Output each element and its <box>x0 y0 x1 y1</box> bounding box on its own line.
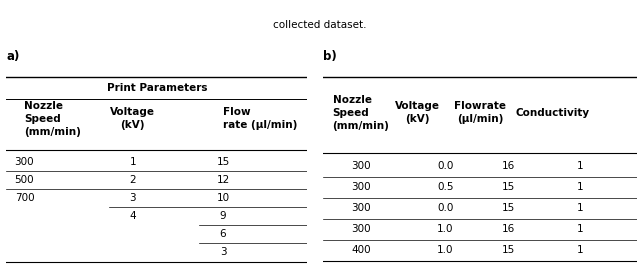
Text: 15: 15 <box>216 157 230 167</box>
Text: 16: 16 <box>502 224 515 234</box>
Text: 400: 400 <box>351 245 371 255</box>
Text: 16: 16 <box>502 161 515 171</box>
Text: Voltage
(kV): Voltage (kV) <box>110 107 156 130</box>
Text: 1: 1 <box>577 245 584 255</box>
Text: Flow
rate (µl/min): Flow rate (µl/min) <box>223 107 298 130</box>
Text: 500: 500 <box>15 175 35 185</box>
Text: Voltage
(kV): Voltage (kV) <box>395 101 440 124</box>
Text: 1.0: 1.0 <box>437 224 454 234</box>
Text: 15: 15 <box>502 182 515 192</box>
Text: 300: 300 <box>351 182 371 192</box>
Text: 300: 300 <box>351 203 371 213</box>
Text: 0.0: 0.0 <box>437 161 454 171</box>
Text: b): b) <box>323 50 337 63</box>
Text: a): a) <box>6 50 20 63</box>
Text: Print Parameters: Print Parameters <box>106 83 207 93</box>
Text: Conductivity: Conductivity <box>515 108 589 118</box>
Text: 4: 4 <box>129 211 136 221</box>
Text: 3: 3 <box>129 193 136 203</box>
Text: 1.0: 1.0 <box>437 245 454 255</box>
Text: Nozzle
Speed
(mm/min): Nozzle Speed (mm/min) <box>24 100 81 137</box>
Text: collected dataset.: collected dataset. <box>273 20 367 30</box>
Text: 1: 1 <box>577 182 584 192</box>
Text: 0.5: 0.5 <box>437 182 454 192</box>
Text: 0.0: 0.0 <box>437 203 454 213</box>
Text: 10: 10 <box>216 193 230 203</box>
Text: Nozzle
Speed
(mm/min): Nozzle Speed (mm/min) <box>333 95 390 131</box>
Text: 1: 1 <box>129 157 136 167</box>
Text: 300: 300 <box>15 157 35 167</box>
Text: 15: 15 <box>502 203 515 213</box>
Text: 2: 2 <box>129 175 136 185</box>
Text: 12: 12 <box>216 175 230 185</box>
Text: 3: 3 <box>220 247 227 257</box>
Text: 1: 1 <box>577 203 584 213</box>
Text: 300: 300 <box>351 161 371 171</box>
Text: 300: 300 <box>351 224 371 234</box>
Text: 15: 15 <box>502 245 515 255</box>
Text: 700: 700 <box>15 193 35 203</box>
Text: 9: 9 <box>220 211 227 221</box>
Text: 6: 6 <box>220 229 227 239</box>
Text: 1: 1 <box>577 224 584 234</box>
Text: 1: 1 <box>577 161 584 171</box>
Text: Flowrate
(µl/min): Flowrate (µl/min) <box>454 101 506 124</box>
